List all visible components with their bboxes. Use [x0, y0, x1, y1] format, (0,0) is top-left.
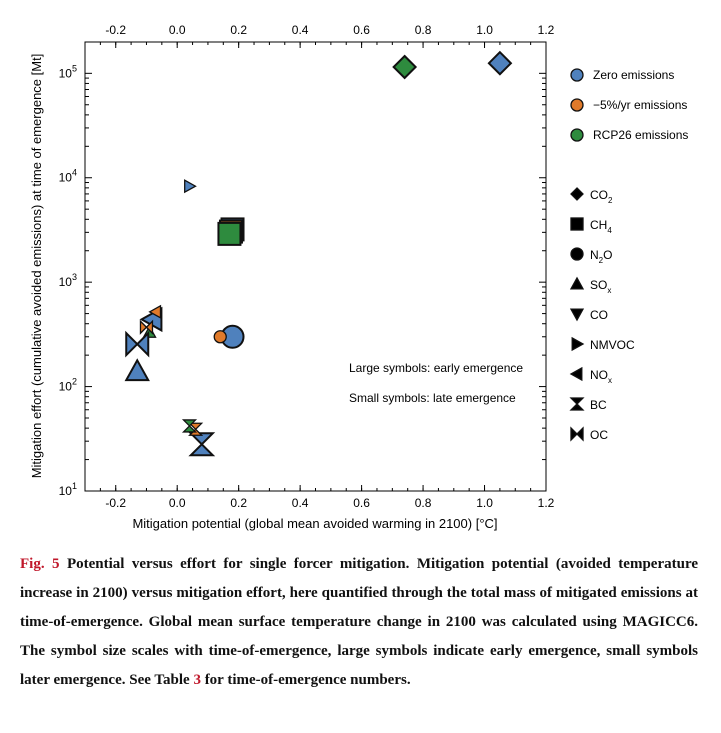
legend-species-marker — [569, 308, 585, 322]
x-tick-label: 0.0 — [169, 496, 186, 510]
point-co2 — [487, 50, 513, 76]
legend-scenario-label: RCP26 emissions — [593, 128, 688, 142]
point-oc — [139, 319, 154, 335]
point-n2o — [213, 330, 227, 344]
y-axis-left: 101 102 103 104 105 — [59, 63, 546, 498]
data-points — [124, 50, 513, 457]
x-tick-label: 1.0 — [476, 496, 493, 510]
point-bc — [181, 419, 198, 433]
legend-species-label: SOx — [590, 278, 611, 295]
figure-caption: Fig. 5 Potential versus effort for singl… — [20, 550, 698, 695]
legend-species-marker — [570, 217, 584, 231]
x-axis-top: -0.2 0.0 0.2 0.4 0.6 0.8 1.0 1.2 — [84, 23, 555, 48]
legend-species-label: CO — [590, 308, 608, 322]
legend-scenario-marker — [570, 68, 584, 82]
caption-title: Potential versus effort for single force… — [66, 556, 410, 572]
legend-species-label: CO2 — [590, 188, 613, 205]
x-top-tick-label: 1.2 — [538, 23, 555, 37]
legend-species-marker — [570, 426, 584, 442]
point-nox — [148, 304, 162, 319]
x-tick-label: 0.8 — [415, 496, 432, 510]
annotation-late: Small symbols: late emergence — [349, 391, 516, 405]
y-tick-label: 105 — [59, 63, 77, 80]
legend-scenario-label: −5%/yr emissions — [593, 98, 687, 112]
caption-fig-label: Fig. 5 — [20, 556, 60, 572]
legend-scenario-label: Zero emissions — [593, 68, 674, 82]
x-top-tick-label: -0.2 — [105, 23, 126, 37]
x-tick-label: 0.4 — [292, 496, 309, 510]
x-axis-label: Mitigation potential (global mean avoide… — [132, 516, 497, 531]
x-tick-label: -0.2 — [105, 496, 126, 510]
x-top-tick-label: 0.8 — [415, 23, 432, 37]
legend-scenario-marker — [570, 128, 584, 142]
x-top-tick-label: 0.6 — [353, 23, 370, 37]
caption-text: Mitigation potential (avoided temperatur… — [20, 556, 698, 688]
point-sox — [124, 358, 150, 382]
point-nmvoc — [184, 179, 197, 194]
x-axis-bottom: -0.2 0.0 0.2 0.4 0.6 0.8 1.0 1.2 — [84, 485, 555, 510]
point-bc — [188, 432, 216, 457]
x-top-tick-label: 0.2 — [230, 23, 247, 37]
x-top-tick-label: 0.4 — [292, 23, 309, 37]
legend-species-label: BC — [590, 398, 607, 412]
point-ch4 — [217, 221, 242, 246]
legend-species-label: NOx — [590, 368, 612, 385]
x-top-tick-label: 1.0 — [476, 23, 493, 37]
legend-species-marker — [569, 366, 583, 382]
annotation-early: Large symbols: early emergence — [349, 361, 523, 375]
legend-species-marker — [570, 187, 584, 201]
legend-species-label: N2O — [590, 248, 612, 265]
legend-scenario-marker — [570, 98, 584, 112]
legend-species-marker — [569, 276, 585, 290]
caption-text-end: for time-of-emergence numbers. — [204, 672, 411, 688]
point-oc — [125, 330, 150, 358]
y-tick-label: 102 — [59, 377, 77, 394]
point-co2 — [392, 54, 418, 80]
x-tick-label: 0.2 — [230, 496, 247, 510]
scatter-figure: -0.2 0.0 0.2 0.4 0.6 0.8 1.0 1.2 -0.2 0.0 0.2 0.4 0… — [29, 23, 688, 531]
y-tick-label: 103 — [59, 272, 77, 289]
legend: Zero emissions −5%/yr emissions RCP26 emis… — [569, 68, 688, 442]
legend-species-label: CH4 — [590, 218, 612, 235]
legend-species-marker — [569, 397, 585, 411]
x-tick-label: 0.6 — [353, 496, 370, 510]
legend-species-marker — [571, 336, 585, 352]
y-tick-label: 104 — [59, 168, 77, 185]
y-axis-label: Mitigation effort (cumulative avoided em… — [29, 54, 44, 479]
caption-table-link[interactable]: 3 — [193, 672, 201, 688]
legend-species-label: NMVOC — [590, 338, 635, 352]
legend-species-marker — [570, 247, 584, 261]
plot-frame — [84, 41, 547, 492]
y-tick-label: 101 — [59, 481, 77, 498]
legend-species-label: OC — [590, 428, 608, 442]
x-tick-label: 1.2 — [538, 496, 555, 510]
x-top-tick-label: 0.0 — [169, 23, 186, 37]
